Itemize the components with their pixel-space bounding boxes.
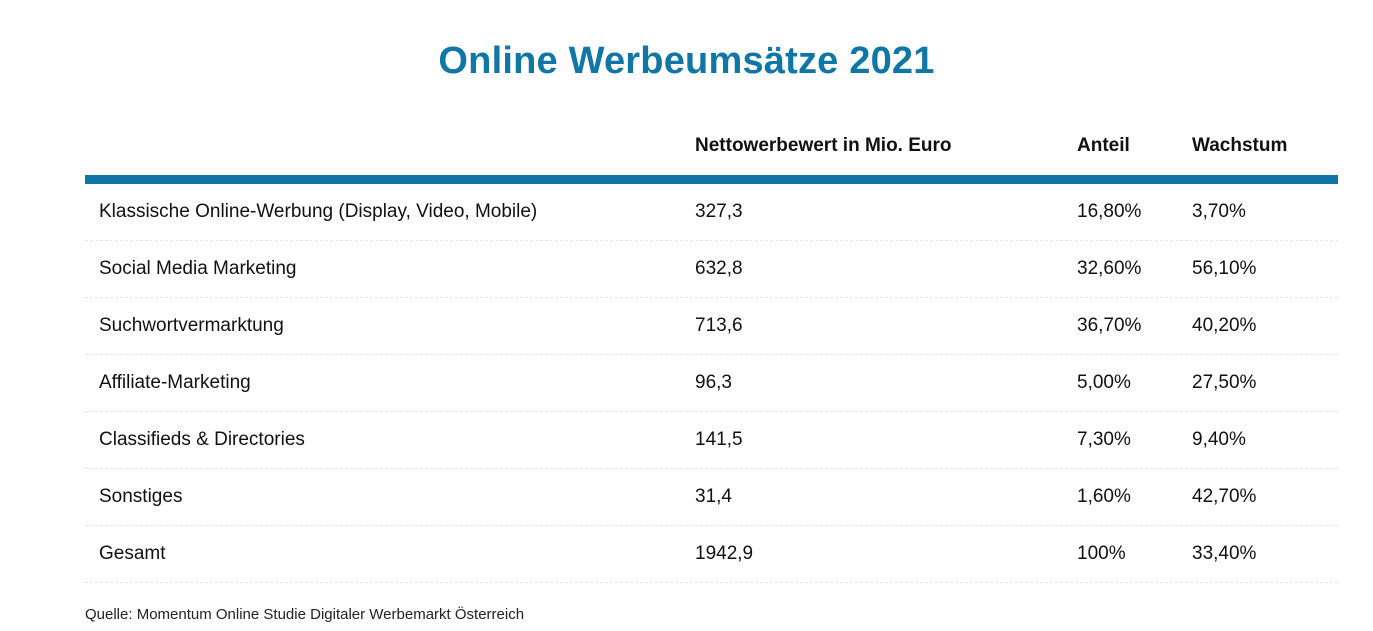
cell-category: Gesamt	[99, 543, 166, 564]
table-body: Klassische Online-Werbung (Display, Vide…	[85, 184, 1338, 583]
cell-anteil: 16,80%	[1077, 201, 1142, 222]
table-row: Klassische Online-Werbung (Display, Vide…	[85, 184, 1338, 241]
cell-category: Classifieds & Directories	[99, 429, 305, 450]
table-row: Suchwortvermarktung 713,6 36,70% 40,20%	[85, 298, 1338, 355]
cell-anteil: 1,60%	[1077, 486, 1131, 507]
cell-category: Affiliate-Marketing	[99, 372, 251, 393]
cell-wachstum: 42,70%	[1192, 486, 1257, 507]
header-nettowerbewert: Nettowerbewert in Mio. Euro	[695, 135, 952, 156]
cell-anteil: 32,60%	[1077, 258, 1142, 279]
cell-category: Klassische Online-Werbung (Display, Vide…	[99, 201, 538, 222]
cell-nettowerbewert: 1942,9	[695, 543, 754, 564]
header-anteil: Anteil	[1077, 135, 1130, 156]
cell-wachstum: 40,20%	[1192, 315, 1257, 336]
cell-anteil: 36,70%	[1077, 315, 1142, 336]
cell-category: Sonstiges	[99, 486, 183, 507]
header-divider	[85, 175, 1338, 184]
source-note: Quelle: Momentum Online Studie Digitaler…	[85, 606, 525, 623]
cell-wachstum: 9,40%	[1192, 429, 1246, 450]
cell-wachstum: 56,10%	[1192, 258, 1257, 279]
cell-nettowerbewert: 713,6	[695, 315, 743, 336]
cell-nettowerbewert: 31,4	[695, 486, 732, 507]
table-row: Social Media Marketing 632,8 32,60% 56,10%	[85, 241, 1338, 298]
cell-category: Suchwortvermarktung	[99, 315, 284, 336]
cell-nettowerbewert: 96,3	[695, 372, 732, 393]
table-header-row: Nettowerbewert in Mio. Euro Anteil Wachs…	[85, 125, 1338, 175]
table-row: Sonstiges 31,4 1,60% 42,70%	[85, 469, 1338, 526]
table-row: Affiliate-Marketing 96,3 5,00% 27,50%	[85, 355, 1338, 412]
cell-nettowerbewert: 327,3	[695, 201, 743, 222]
cell-wachstum: 33,40%	[1192, 543, 1257, 564]
cell-category: Social Media Marketing	[99, 258, 297, 279]
cell-anteil: 100%	[1077, 543, 1126, 564]
cell-anteil: 5,00%	[1077, 372, 1131, 393]
cell-wachstum: 3,70%	[1192, 201, 1246, 222]
data-table: Nettowerbewert in Mio. Euro Anteil Wachs…	[85, 125, 1338, 583]
cell-wachstum: 27,50%	[1192, 372, 1257, 393]
header-wachstum: Wachstum	[1192, 135, 1288, 156]
table-title: Online Werbeumsätze 2021	[438, 40, 935, 82]
cell-nettowerbewert: 141,5	[695, 429, 743, 450]
table-row: Classifieds & Directories 141,5 7,30% 9,40%	[85, 412, 1338, 469]
cell-nettowerbewert: 632,8	[695, 258, 743, 279]
cell-anteil: 7,30%	[1077, 429, 1131, 450]
table-row: Gesamt 1942,9 100% 33,40%	[85, 526, 1338, 583]
